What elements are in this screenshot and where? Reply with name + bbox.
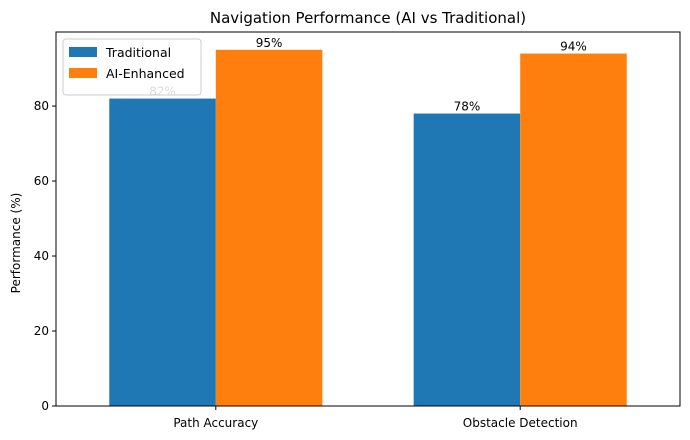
bar-traditional-0 [109,98,216,407]
bar-value-label: 78% [454,100,481,114]
bar-value-label: 95% [256,36,283,50]
legend-swatch-traditional [69,47,97,57]
x-tick-label: Path Accuracy [173,416,258,430]
y-tick-label: 60 [34,174,49,188]
y-tick-label: 80 [34,99,49,113]
axes-frame [55,31,681,407]
legend-box [62,38,202,96]
x-tick-label: Obstacle Detection [463,416,578,430]
y-axis-label: Performance (%) [9,193,23,294]
chart-title: Navigation Performance (AI vs Traditiona… [210,9,526,27]
y-tick-label: 0 [41,399,49,413]
bar-traditional-1 [413,113,521,407]
bar-ai-enhanced-1 [520,53,627,407]
y-tick-label: 20 [34,324,49,338]
y-tick-label: 40 [34,249,49,263]
legend-label: AI-Enhanced [106,66,185,81]
bar-ai-enhanced-0 [215,49,323,407]
bar-value-label: 94% [560,40,587,54]
legend-label: Traditional [105,45,171,60]
legend-swatch-ai-enhanced [69,68,97,78]
